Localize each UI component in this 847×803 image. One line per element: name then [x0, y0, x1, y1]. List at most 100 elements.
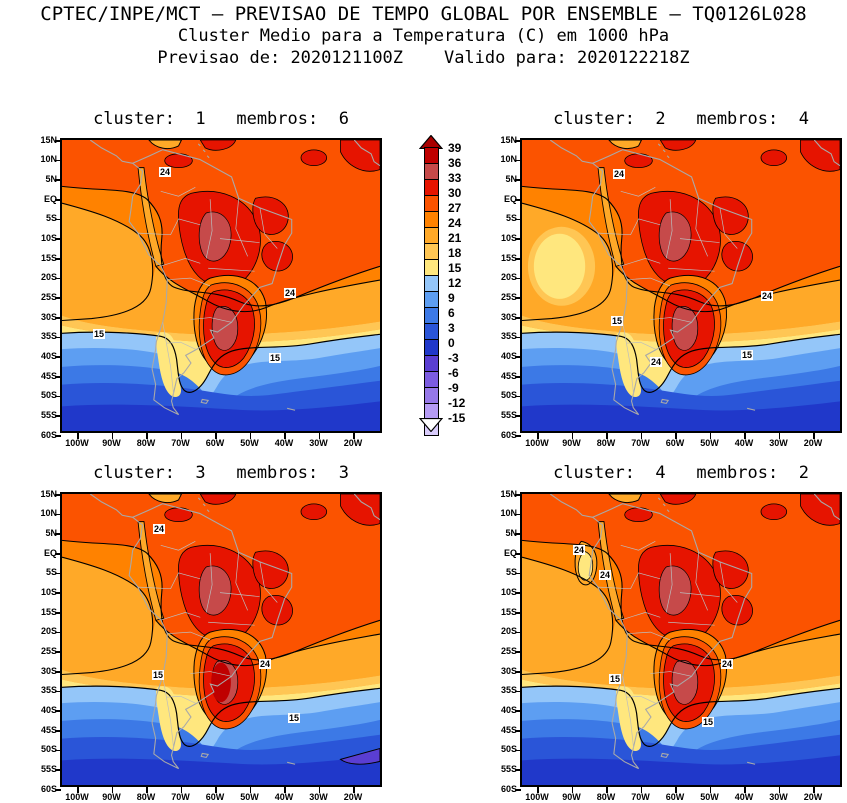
lon-tick-label: 50W [700, 792, 719, 802]
lat-tick [515, 395, 521, 398]
lon-tick [111, 433, 113, 439]
lon-tick [778, 787, 780, 793]
lat-tick-label: 20S [40, 272, 57, 283]
lat-tick [55, 317, 61, 319]
lon-tick-label: 90W [562, 792, 581, 802]
panel-title: cluster: 4 membros: 2 [553, 463, 809, 483]
contour-label: 15 [610, 316, 624, 326]
lat-tick-label: 5N [505, 527, 517, 538]
lat-tick-label: 15N [500, 134, 517, 145]
lat-tick-label: 50S [500, 390, 517, 401]
lat-tick [515, 140, 521, 142]
lat-tick [515, 179, 521, 181]
lon-tick [353, 787, 355, 793]
lat-tick [515, 356, 521, 358]
lon-tick [571, 787, 573, 793]
lon-tick-label: 30W [769, 792, 788, 802]
lat-tick-label: 45S [500, 370, 517, 381]
lat-tick-label: 5N [505, 173, 517, 184]
lat-tick [515, 612, 521, 614]
colorbar-level-label: 0 [448, 336, 455, 350]
colorbar-level-label: 12 [448, 276, 462, 290]
colorbar-band [424, 387, 439, 404]
lat-tick-label: 40S [500, 350, 517, 361]
lon-tick [744, 787, 746, 793]
lat-tick [515, 631, 521, 634]
lat-tick-label: 5S [505, 567, 517, 578]
lon-tick [318, 433, 320, 439]
lat-tick-label: EQ [503, 547, 517, 558]
lat-tick [55, 651, 61, 653]
lat-tick-label: EQ [43, 547, 57, 558]
lat-tick [515, 277, 521, 280]
lat-tick [515, 592, 521, 594]
forecast-valid-times: Previsao de: 2020121100Z Valido para: 20… [157, 48, 690, 68]
country-borders [597, 187, 738, 395]
lon-tick [675, 433, 677, 439]
lat-tick-label: 35S [40, 331, 57, 342]
lat-tick [515, 710, 521, 712]
colorbar-level-label: 9 [448, 291, 455, 305]
lat-tick-label: 40S [40, 704, 57, 715]
lat-tick-label: 10S [40, 232, 57, 243]
lon-tick [318, 787, 320, 793]
lat-tick-label: 35S [500, 685, 517, 696]
lat-tick-label: 40S [40, 350, 57, 361]
lat-tick [515, 415, 521, 417]
lon-tick-label: 40W [274, 438, 294, 448]
lat-tick-label: 50S [40, 390, 57, 401]
contour-label: 15 [268, 353, 282, 363]
colorbar-level-label: 36 [448, 156, 462, 170]
lon-tick [215, 433, 217, 439]
lon-tick-label: 20W [343, 438, 363, 448]
lat-tick [515, 336, 521, 339]
lat-tick [55, 730, 61, 732]
lon-tick-label: 40W [274, 792, 294, 802]
lat-tick [55, 671, 61, 673]
colorbar-bottom-arrow-icon [419, 418, 443, 432]
lat-tick-label: 5N [45, 173, 57, 184]
lat-tick-label: 35S [500, 331, 517, 342]
contour-label: 15 [92, 329, 106, 339]
lon-tick-label: 100W [525, 438, 549, 448]
lat-tick-label: 5S [45, 213, 57, 224]
temperature-map [522, 140, 840, 431]
colorbar-level-label: 15 [448, 261, 462, 275]
lon-tick-label: 90W [102, 438, 121, 448]
contour-label: 24 [612, 169, 626, 179]
colorbar-band [424, 147, 439, 164]
lat-tick [55, 179, 61, 181]
colorbar-level-label: -3 [448, 351, 459, 365]
colorbar-band [424, 307, 439, 324]
lat-tick [515, 376, 521, 378]
colorbar-level-label: 39 [448, 141, 462, 155]
colorbar-level-label: 21 [448, 231, 462, 245]
lat-tick [515, 159, 521, 162]
lon-tick-label: 80W [136, 438, 156, 448]
contour-label: 24 [720, 659, 734, 669]
lat-tick-label: 15N [40, 134, 57, 145]
lat-tick [515, 671, 521, 673]
lon-tick-label: 100W [65, 438, 89, 448]
lat-tick [55, 356, 61, 358]
colorbar-band [424, 355, 439, 372]
lat-tick-label: EQ [43, 193, 57, 204]
lon-tick-label: 60W [205, 792, 225, 802]
lon-tick-label: 50W [700, 438, 719, 448]
lat-tick-label: 25S [500, 291, 517, 302]
lon-tick-label: 60W [665, 438, 685, 448]
lon-tick-label: 70W [171, 792, 190, 802]
lat-tick-label: 10N [40, 154, 57, 165]
lat-tick-label: 15S [40, 606, 57, 617]
colorbar-level-label: 33 [448, 171, 462, 185]
lon-tick-label: 80W [136, 792, 156, 802]
lon-tick [571, 433, 573, 439]
contour-label: 24 [152, 524, 166, 534]
lat-tick [55, 297, 61, 299]
lon-tick-label: 30W [769, 438, 788, 448]
contour-label: 24 [283, 288, 297, 298]
lon-tick-label: 90W [562, 438, 581, 448]
lon-tick [606, 787, 608, 793]
lat-tick [55, 435, 61, 437]
